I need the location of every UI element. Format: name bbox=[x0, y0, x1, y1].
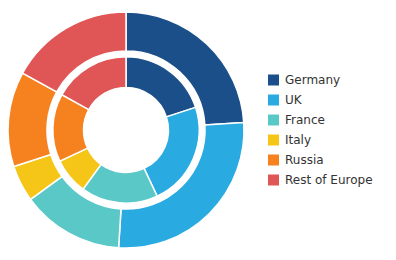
legend-label: Germany bbox=[285, 73, 340, 87]
legend-item: Russia bbox=[268, 153, 324, 167]
legend-swatch bbox=[268, 75, 279, 86]
legend-item: Italy bbox=[268, 133, 311, 147]
slice bbox=[144, 107, 199, 196]
legend-item: France bbox=[268, 113, 325, 127]
legend-label: Rest of Europe bbox=[285, 173, 373, 187]
legend-swatch bbox=[268, 175, 279, 186]
chart: Germany UK France Italy Russia Rest of Europe bbox=[0, 0, 396, 260]
legend-swatch bbox=[268, 115, 279, 126]
slice bbox=[62, 57, 126, 110]
pie-area bbox=[8, 12, 244, 248]
ring bbox=[8, 12, 244, 248]
legend-item: Rest of Europe bbox=[268, 173, 373, 187]
legend-label: Russia bbox=[285, 153, 324, 167]
legend-swatch bbox=[268, 155, 279, 166]
legend-swatch bbox=[268, 95, 279, 106]
slice bbox=[126, 12, 244, 125]
legend-item: UK bbox=[268, 93, 303, 107]
slice bbox=[126, 57, 196, 117]
legend-item: Germany bbox=[268, 73, 340, 87]
legend-label: France bbox=[285, 113, 325, 127]
ring bbox=[53, 57, 199, 203]
legend-label: Italy bbox=[285, 133, 311, 147]
legend-swatch bbox=[268, 135, 279, 146]
legend: Germany UK France Italy Russia Rest of Europe bbox=[268, 73, 373, 187]
legend-label: UK bbox=[285, 93, 303, 107]
